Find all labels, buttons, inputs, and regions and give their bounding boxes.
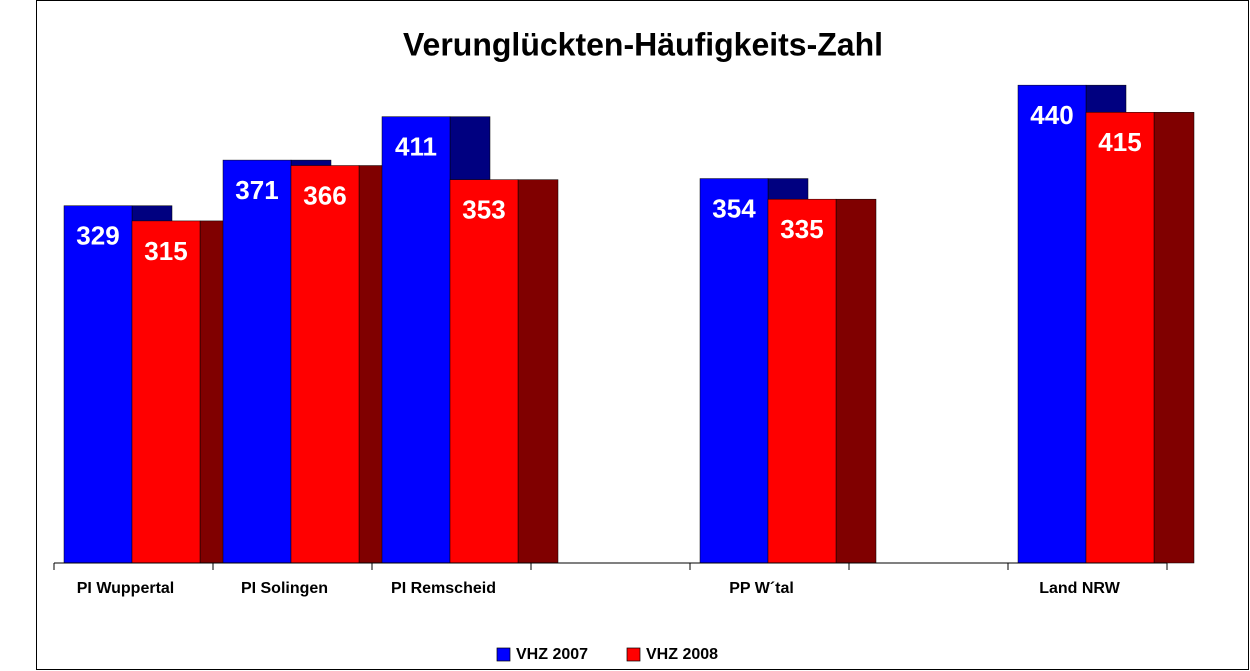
x-tick-label: PI Wuppertal <box>77 580 175 597</box>
x-tick-label: Land NRW <box>1039 580 1120 597</box>
value-label: 315 <box>144 236 187 266</box>
bar <box>1085 112 1155 564</box>
chart-title: Verunglückten-Häufigkeits-Zahl <box>403 26 883 62</box>
bar-side <box>835 198 877 564</box>
value-label: 353 <box>462 195 505 225</box>
bar <box>290 165 360 564</box>
x-tick-label: PP W´tal <box>729 580 794 597</box>
x-tick-label: PI Solingen <box>241 580 328 597</box>
plot: 329 315 PI Wuppertal 371 366 PI Solingen 411 35… <box>53 84 1195 663</box>
legend-label: VHZ 2007 <box>516 646 588 663</box>
bar-side <box>1153 112 1195 564</box>
bar <box>381 116 451 564</box>
value-label: 440 <box>1030 100 1073 130</box>
x-tick-label: PI Remscheid <box>391 580 496 597</box>
value-label: 411 <box>395 132 437 162</box>
bar-side <box>517 179 559 564</box>
bar <box>699 178 769 564</box>
legend-label: VHZ 2008 <box>646 646 718 663</box>
legend-swatch <box>626 647 641 662</box>
bar <box>131 220 201 564</box>
bar <box>222 159 292 564</box>
bar <box>767 198 837 564</box>
bar <box>449 179 519 564</box>
value-label: 335 <box>780 214 823 244</box>
value-label: 354 <box>712 193 756 223</box>
value-label: 366 <box>303 180 346 210</box>
bar <box>1017 84 1087 564</box>
value-label: 415 <box>1098 127 1141 157</box>
legend-swatch <box>496 647 511 662</box>
value-label: 371 <box>235 175 278 205</box>
value-label: 329 <box>76 221 119 251</box>
bar <box>63 205 133 564</box>
